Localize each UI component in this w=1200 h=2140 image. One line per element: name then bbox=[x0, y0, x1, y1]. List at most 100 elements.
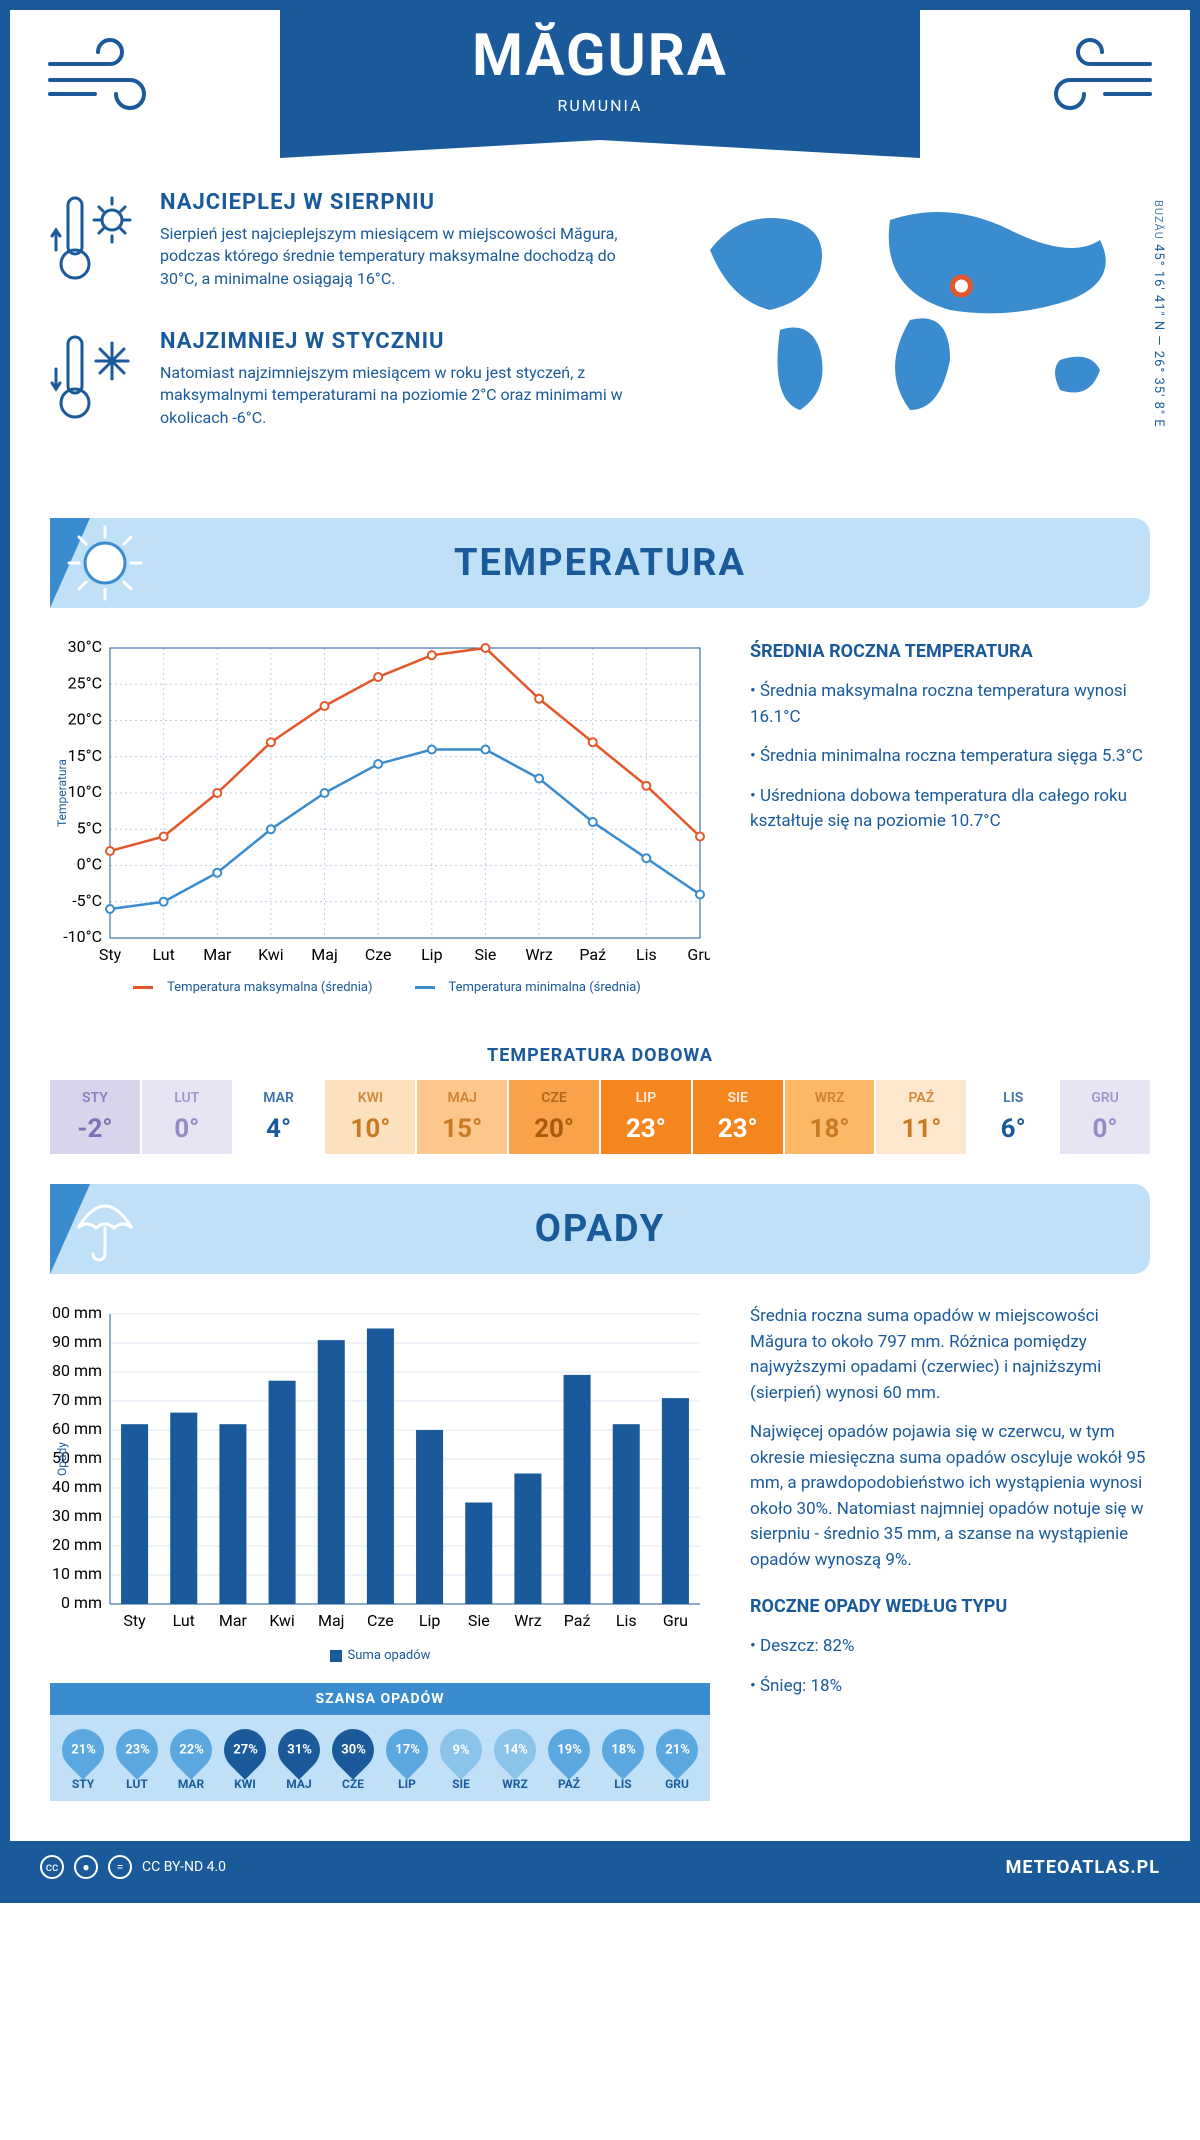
daily-temp-cell: LUT 0° bbox=[142, 1080, 234, 1154]
svg-text:Kwi: Kwi bbox=[258, 945, 283, 964]
svg-text:Gru: Gru bbox=[687, 945, 710, 964]
svg-text:Lip: Lip bbox=[421, 945, 443, 964]
svg-text:Kwi: Kwi bbox=[269, 1611, 294, 1630]
svg-text:Lut: Lut bbox=[152, 945, 174, 964]
precip-type-heading: ROCZNE OPADY WEDŁUG TYPU bbox=[750, 1593, 1150, 1620]
daily-temp-cell: LIP 23° bbox=[601, 1080, 693, 1154]
precip-type-row: • Śnieg: 18% bbox=[750, 1674, 1150, 1700]
svg-text:Maj: Maj bbox=[318, 1611, 345, 1630]
svg-text:Cze: Cze bbox=[365, 945, 392, 964]
coordinates: BUZĂU 45° 16' 41" N — 26° 35' 8" E bbox=[1151, 200, 1166, 428]
region-label: BUZĂU bbox=[1152, 200, 1165, 240]
svg-text:0°C: 0°C bbox=[77, 855, 102, 874]
svg-text:Lut: Lut bbox=[173, 1611, 195, 1630]
hot-block: NAJCIEPLEJ W SIERPNIU Sierpień jest najc… bbox=[50, 190, 650, 301]
chance-cell: 21% STY bbox=[56, 1729, 110, 1791]
chance-cell: 14% WRZ bbox=[488, 1729, 542, 1791]
chance-cell: 9% SIE bbox=[434, 1729, 488, 1791]
daily-temp-title: TEMPERATURA DOBOWA bbox=[10, 1045, 1190, 1066]
thermometer-snow-icon bbox=[50, 329, 140, 440]
temp-summary-heading: ŚREDNIA ROCZNA TEMPERATURA bbox=[750, 638, 1150, 665]
precip-paragraph: Najwięcej opadów pojawia się w czerwcu, … bbox=[750, 1420, 1150, 1573]
cc-icon: cc bbox=[40, 1855, 64, 1879]
umbrella-icon bbox=[50, 1184, 160, 1274]
svg-text:60 mm: 60 mm bbox=[52, 1419, 102, 1438]
temperature-line-chart: -10°C -5°C 0°C 5°C 10°C 15°C 20°C 25°C 30°C Sty Lu… bbox=[50, 638, 710, 995]
nd-icon: = bbox=[108, 1855, 132, 1879]
chance-cell: 30% CZE bbox=[326, 1729, 380, 1791]
svg-text:Paź: Paź bbox=[579, 945, 606, 964]
svg-text:80 mm: 80 mm bbox=[52, 1361, 102, 1380]
svg-text:30°C: 30°C bbox=[68, 638, 102, 656]
svg-text:Mar: Mar bbox=[203, 945, 232, 964]
intro-row: NAJCIEPLEJ W SIERPNIU Sierpień jest najc… bbox=[10, 180, 1190, 498]
precip-title: OPADY bbox=[50, 1207, 1150, 1251]
hot-heading: NAJCIEPLEJ W SIERPNIU bbox=[160, 190, 650, 215]
chance-cell: 23% LUT bbox=[110, 1729, 164, 1791]
svg-text:Temperatura: Temperatura bbox=[55, 759, 69, 827]
chance-cell: 31% MAJ bbox=[272, 1729, 326, 1791]
svg-text:Sty: Sty bbox=[99, 945, 122, 964]
precip-section-header: OPADY bbox=[50, 1184, 1150, 1274]
hot-body: Sierpień jest najcieplejszym miesiącem w… bbox=[160, 223, 650, 290]
temp-bullet: • Średnia minimalna roczna temperatura s… bbox=[750, 744, 1150, 770]
svg-text:20°C: 20°C bbox=[68, 710, 102, 729]
chance-title: SZANSA OPADÓW bbox=[50, 1683, 710, 1715]
license-text: CC BY-ND 4.0 bbox=[142, 1859, 226, 1875]
title-banner: MĂGURA RUMUNIA bbox=[280, 10, 920, 140]
chance-cell: 17% LIP bbox=[380, 1729, 434, 1791]
precip-bar-chart: 0 mm10 mm20 mm30 mm40 mm50 mm60 mm70 mm8… bbox=[50, 1304, 710, 1801]
svg-text:Opady: Opady bbox=[55, 1442, 69, 1476]
header: MĂGURA RUMUNIA bbox=[10, 10, 1190, 180]
svg-text:20 mm: 20 mm bbox=[52, 1535, 102, 1554]
svg-text:5°C: 5°C bbox=[77, 818, 102, 837]
page-title: MĂGURA bbox=[280, 22, 920, 90]
svg-text:Mar: Mar bbox=[219, 1611, 248, 1630]
wind-icon bbox=[1040, 34, 1160, 129]
svg-text:10°C: 10°C bbox=[68, 782, 102, 801]
cold-heading: NAJZIMNIEJ W STYCZNIU bbox=[160, 329, 650, 354]
temp-bullet: • Średnia maksymalna roczna temperatura … bbox=[750, 679, 1150, 730]
svg-text:15°C: 15°C bbox=[68, 746, 102, 765]
wind-icon bbox=[40, 34, 160, 129]
coords-value: 45° 16' 41" N — 26° 35' 8" E bbox=[1151, 244, 1166, 428]
footer: cc ● = CC BY-ND 4.0 METEOATLAS.PL bbox=[10, 1841, 1190, 1893]
precip-paragraph: Średnia roczna suma opadów w miejscowośc… bbox=[750, 1304, 1150, 1406]
svg-text:-5°C: -5°C bbox=[72, 891, 102, 910]
cold-body: Natomiast najzimniejszym miesiącem w rok… bbox=[160, 362, 650, 429]
daily-temp-cell: CZE 20° bbox=[509, 1080, 601, 1154]
svg-text:Lip: Lip bbox=[419, 1611, 441, 1630]
license-block: cc ● = CC BY-ND 4.0 bbox=[40, 1855, 226, 1879]
precip-type-row: • Deszcz: 82% bbox=[750, 1634, 1150, 1660]
daily-temp-cell: GRU 0° bbox=[1060, 1080, 1150, 1154]
daily-temp-cell: MAR 4° bbox=[234, 1080, 326, 1154]
svg-text:Cze: Cze bbox=[367, 1611, 394, 1630]
svg-text:70 mm: 70 mm bbox=[52, 1390, 102, 1409]
daily-temp-cell: MAJ 15° bbox=[417, 1080, 509, 1154]
cold-block: NAJZIMNIEJ W STYCZNIU Natomiast najzimni… bbox=[50, 329, 650, 440]
precip-legend-label: Suma opadów bbox=[348, 1648, 431, 1663]
by-icon: ● bbox=[74, 1855, 98, 1879]
svg-text:Sie: Sie bbox=[475, 945, 497, 964]
daily-temp-cell: STY -2° bbox=[50, 1080, 142, 1154]
daily-temp-cell: PAŹ 11° bbox=[876, 1080, 968, 1154]
svg-text:Wrz: Wrz bbox=[514, 1611, 541, 1630]
page-subtitle: RUMUNIA bbox=[280, 96, 920, 115]
svg-text:40 mm: 40 mm bbox=[52, 1477, 102, 1496]
temperature-section-header: TEMPERATURA bbox=[50, 518, 1150, 608]
temperature-legend: Temperatura maksymalna (średnia)Temperat… bbox=[50, 980, 710, 995]
svg-text:Wrz: Wrz bbox=[525, 945, 552, 964]
svg-text:25°C: 25°C bbox=[68, 673, 102, 692]
thermometer-sun-icon bbox=[50, 190, 140, 301]
svg-text:90 mm: 90 mm bbox=[52, 1332, 102, 1351]
chance-cell: 22% MAR bbox=[164, 1729, 218, 1791]
svg-text:30 mm: 30 mm bbox=[52, 1506, 102, 1525]
chance-cell: 19% PAŹ bbox=[542, 1729, 596, 1791]
brand-label: METEOATLAS.PL bbox=[1006, 1857, 1160, 1878]
svg-text:Gru: Gru bbox=[663, 1611, 688, 1630]
temperature-summary: ŚREDNIA ROCZNA TEMPERATURA • Średnia mak… bbox=[750, 638, 1150, 849]
svg-text:-10°C: -10°C bbox=[63, 927, 102, 946]
daily-temp-table: STY -2° LUT 0° MAR 4° KWI 10° MAJ 15° CZ… bbox=[50, 1080, 1150, 1154]
sun-icon bbox=[50, 518, 160, 608]
daily-temp-cell: LIS 6° bbox=[968, 1080, 1060, 1154]
